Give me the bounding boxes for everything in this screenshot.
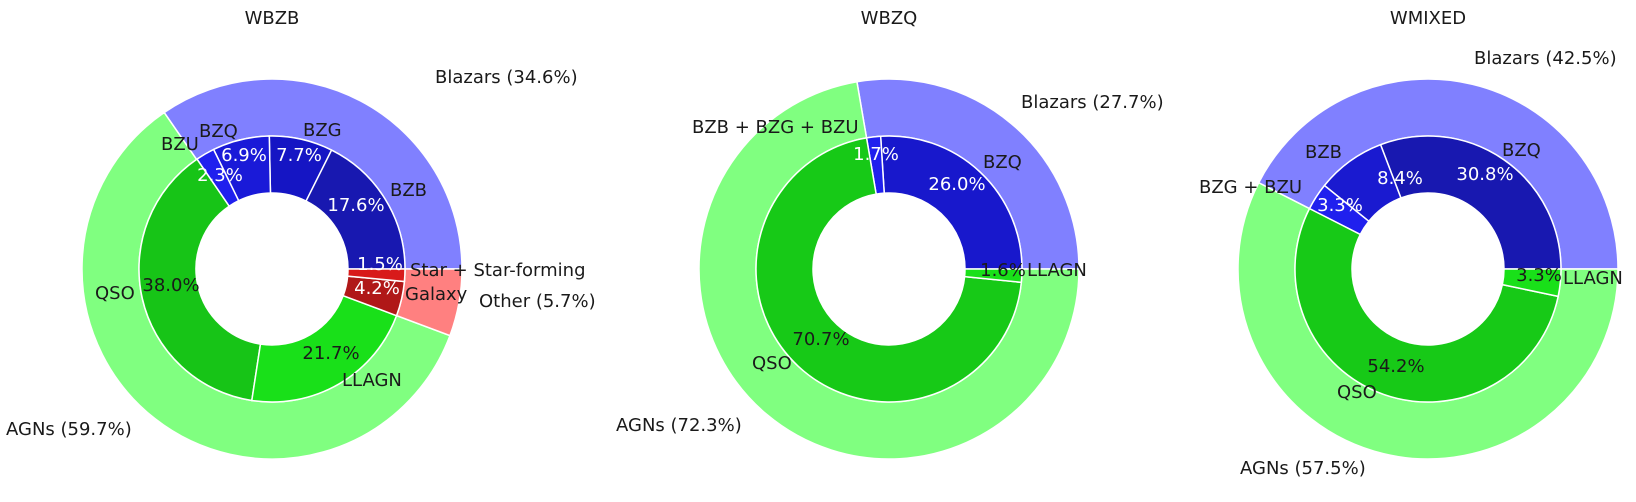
chart-title: WMIXED <box>1390 8 1466 29</box>
inner-wedge-percent: 70.7% <box>792 329 849 350</box>
inner-wedge-label: QSO <box>1337 382 1377 403</box>
inner-wedge-label: LLAGN <box>1563 268 1623 289</box>
inner-wedge <box>138 158 262 402</box>
outer-wedge-label: AGNs (72.3%) <box>616 415 742 436</box>
inner-wedge-percent: 54.2% <box>1367 356 1424 377</box>
outer-wedge-label: Blazars (27.7%) <box>1021 92 1164 113</box>
inner-wedge-percent: 7.7% <box>276 145 322 166</box>
outer-wedge-label: AGNs (59.7%) <box>6 419 132 440</box>
inner-wedge-label: BZQ <box>1502 140 1541 161</box>
inner-wedge-label: BZU <box>161 134 199 155</box>
outer-wedge-label: Blazars (34.6%) <box>435 67 578 88</box>
donut-panel-wbzq: WBZQ Blazars (27.7%) AGNs (72.3%) BZQ26.0%… <box>616 8 1164 460</box>
inner-wedge-label: BZQ <box>199 121 238 142</box>
outer-wedge-label: AGNs (57.5%) <box>1240 458 1366 479</box>
inner-wedge-label: BZB <box>1305 142 1342 163</box>
inner-wedge <box>1501 268 1562 298</box>
inner-wedge-percent: 1.7% <box>853 144 899 165</box>
inner-wedge-label: Star + Star-forming <box>410 260 586 281</box>
inner-wedge-label: BZB <box>390 180 427 201</box>
chart-title: WBZQ <box>861 8 918 29</box>
outer-wedge-label: Other (5.7%) <box>479 291 596 312</box>
inner-wedge-label: BZG + BZU <box>1199 177 1302 198</box>
inner-wedge-label: BZB + BZG + BZU <box>692 117 859 138</box>
inner-wedge-percent: 1.5% <box>357 254 403 275</box>
inner-wedge-label: QSO <box>95 283 135 304</box>
inner-wedge-label: LLAGN <box>342 370 402 391</box>
inner-wedge-percent: 26.0% <box>928 174 985 195</box>
inner-wedge-label: Galaxy <box>405 284 468 305</box>
inner-wedge-label: BZG <box>303 120 342 141</box>
inner-wedge-percent: 17.6% <box>327 195 384 216</box>
inner-wedge-percent: 30.8% <box>1456 164 1513 185</box>
inner-wedge-label: LLAGN <box>1027 260 1087 281</box>
inner-wedge <box>963 268 1023 284</box>
inner-wedge-percent: 8.4% <box>1377 168 1423 189</box>
inner-wedge-percent: 4.2% <box>354 278 400 299</box>
inner-wedge-percent: 3.3% <box>1516 265 1562 286</box>
inner-wedge-percent: 1.6% <box>980 260 1026 281</box>
inner-wedge-percent: 6.9% <box>221 145 267 166</box>
outer-wedge-label: Blazars (42.5%) <box>1474 48 1617 69</box>
inner-wedge-percent: 3.3% <box>1317 195 1363 216</box>
inner-wedge <box>755 137 1023 403</box>
donut-panel-wbzb: WBZB Blazars (34.6%) AGNs (59.7%) Other (5… <box>6 8 596 460</box>
inner-wedge <box>1379 135 1562 270</box>
inner-wedge-label: QSO <box>752 353 792 374</box>
inner-wedge <box>1294 207 1560 403</box>
inner-wedge <box>346 268 406 283</box>
inner-wedge <box>879 135 1023 270</box>
inner-wedge-percent: 2.3% <box>197 165 243 186</box>
inner-wedge-label: BZQ <box>983 152 1022 173</box>
inner-wedge-percent: 21.7% <box>302 343 359 364</box>
chart-title: WBZB <box>245 8 300 29</box>
donut-panel-wmixed: WMIXED Blazars (42.5%) AGNs (57.5%) BZQ 30.… <box>1199 8 1623 479</box>
inner-wedge-percent: 38.0% <box>142 275 199 296</box>
